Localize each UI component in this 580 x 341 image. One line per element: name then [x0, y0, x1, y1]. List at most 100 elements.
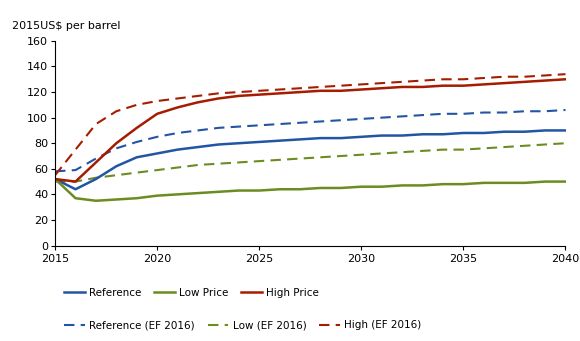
Reference — [72, 187, 79, 191]
High Price — [72, 179, 79, 183]
Low (EF 2016) — [378, 151, 385, 155]
Reference (EF 2016) — [460, 112, 467, 116]
Reference (EF 2016) — [235, 124, 242, 129]
High Price — [338, 89, 345, 93]
Reference (EF 2016) — [317, 119, 324, 123]
High Price — [133, 126, 140, 130]
Low (EF 2016) — [174, 165, 181, 169]
Reference — [440, 132, 447, 136]
Line: Reference (EF 2016): Reference (EF 2016) — [55, 110, 566, 172]
Low Price — [174, 192, 181, 196]
High (EF 2016) — [317, 85, 324, 89]
High (EF 2016) — [133, 103, 140, 107]
High (EF 2016) — [256, 89, 263, 93]
Low (EF 2016) — [338, 154, 345, 158]
Low Price — [154, 194, 161, 198]
High (EF 2016) — [460, 77, 467, 81]
High Price — [154, 112, 161, 116]
High Price — [460, 84, 467, 88]
High Price — [419, 85, 426, 89]
High (EF 2016) — [480, 76, 487, 80]
Reference (EF 2016) — [398, 114, 405, 118]
Low (EF 2016) — [296, 157, 303, 161]
Line: High (EF 2016): High (EF 2016) — [55, 74, 566, 175]
Line: Low Price: Low Price — [55, 179, 566, 201]
Text: 2015US$ per barrel: 2015US$ per barrel — [12, 21, 120, 31]
High (EF 2016) — [92, 122, 99, 126]
High (EF 2016) — [215, 91, 222, 95]
High (EF 2016) — [440, 77, 447, 81]
Legend: Reference (EF 2016), Low (EF 2016), High (EF 2016): Reference (EF 2016), Low (EF 2016), High… — [60, 316, 425, 335]
Line: Reference: Reference — [55, 131, 566, 189]
Reference — [358, 135, 365, 139]
High Price — [562, 77, 569, 81]
High Price — [317, 89, 324, 93]
Reference (EF 2016) — [113, 146, 120, 150]
Reference — [338, 136, 345, 140]
High (EF 2016) — [542, 73, 549, 77]
Reference (EF 2016) — [72, 168, 79, 172]
Reference (EF 2016) — [358, 117, 365, 121]
Reference (EF 2016) — [133, 140, 140, 144]
High (EF 2016) — [235, 90, 242, 94]
High Price — [174, 105, 181, 109]
Low (EF 2016) — [542, 143, 549, 147]
Reference — [296, 137, 303, 142]
High (EF 2016) — [358, 83, 365, 87]
Reference — [460, 131, 467, 135]
Reference — [521, 130, 528, 134]
Reference — [480, 131, 487, 135]
High Price — [358, 87, 365, 91]
High (EF 2016) — [419, 78, 426, 83]
Reference (EF 2016) — [276, 122, 283, 126]
High Price — [480, 83, 487, 87]
High Price — [276, 91, 283, 95]
Reference — [378, 134, 385, 138]
High Price — [92, 160, 99, 164]
Reference — [154, 151, 161, 155]
High (EF 2016) — [562, 72, 569, 76]
Low Price — [398, 183, 405, 188]
Low Price — [317, 186, 324, 190]
Reference (EF 2016) — [521, 109, 528, 113]
Low Price — [276, 187, 283, 191]
High Price — [256, 92, 263, 97]
Reference (EF 2016) — [174, 131, 181, 135]
Low (EF 2016) — [480, 146, 487, 150]
Reference (EF 2016) — [562, 108, 569, 112]
Low (EF 2016) — [276, 158, 283, 162]
High (EF 2016) — [154, 99, 161, 103]
Reference (EF 2016) — [501, 110, 508, 115]
High (EF 2016) — [276, 87, 283, 91]
High Price — [215, 97, 222, 101]
High (EF 2016) — [174, 97, 181, 101]
Reference — [562, 129, 569, 133]
Reference — [276, 139, 283, 143]
Reference — [542, 129, 549, 133]
Reference — [215, 143, 222, 147]
Low (EF 2016) — [215, 162, 222, 166]
High Price — [113, 141, 120, 145]
Low Price — [440, 182, 447, 186]
Reference — [133, 155, 140, 159]
Low Price — [92, 199, 99, 203]
Reference (EF 2016) — [338, 118, 345, 122]
High Price — [542, 78, 549, 83]
Low (EF 2016) — [460, 148, 467, 152]
Reference (EF 2016) — [419, 113, 426, 117]
High Price — [235, 94, 242, 98]
Line: High Price: High Price — [55, 79, 566, 181]
Low (EF 2016) — [154, 168, 161, 172]
Line: Low (EF 2016): Low (EF 2016) — [55, 143, 566, 181]
Low Price — [419, 183, 426, 188]
Reference (EF 2016) — [378, 116, 385, 120]
Low (EF 2016) — [194, 163, 201, 167]
Low (EF 2016) — [92, 176, 99, 180]
Reference — [113, 164, 120, 168]
Reference (EF 2016) — [52, 169, 59, 174]
High (EF 2016) — [194, 94, 201, 98]
Low (EF 2016) — [133, 170, 140, 175]
High Price — [501, 81, 508, 85]
Reference (EF 2016) — [215, 126, 222, 130]
Reference — [501, 130, 508, 134]
